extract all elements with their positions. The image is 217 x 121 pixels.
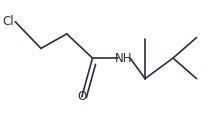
Text: O: O (77, 90, 86, 103)
Text: NH: NH (115, 52, 132, 65)
Text: Cl: Cl (3, 15, 14, 28)
